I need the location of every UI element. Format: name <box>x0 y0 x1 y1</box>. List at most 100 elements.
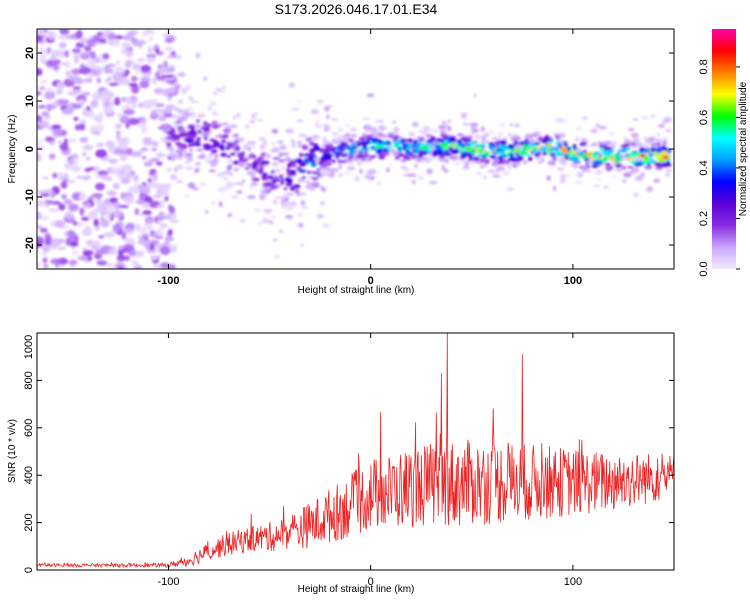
heatmap-cell <box>158 185 167 192</box>
heatmap-cell <box>655 153 662 159</box>
heatmap-cell <box>402 145 407 151</box>
heatmap-cell <box>243 144 248 150</box>
heatmap-cell <box>616 154 621 159</box>
heatmap-cell <box>278 229 284 234</box>
heatmap-cell <box>569 162 579 167</box>
heatmap-cell <box>362 153 369 158</box>
heatmap-cell <box>156 161 163 166</box>
heatmap-cell <box>488 130 494 134</box>
heatmap-cell <box>309 159 315 163</box>
heatmap-cell <box>423 128 432 132</box>
heatmap-cell <box>38 120 50 129</box>
heatmap-cell <box>514 136 522 140</box>
heatmap-cell <box>283 192 291 198</box>
colorbar-tick-label: 0.2 <box>698 211 710 226</box>
heatmap-cell <box>259 194 266 201</box>
heatmap-cell <box>282 153 290 156</box>
heatmap-cell <box>155 71 160 78</box>
heatmap-cell <box>444 139 449 144</box>
heatmap-cell <box>85 157 91 161</box>
heatmap-cell <box>603 156 609 162</box>
heatmap-cell <box>331 117 338 122</box>
heatmap-cell <box>600 153 608 156</box>
heatmap-cell <box>142 155 147 160</box>
heatmap-cell <box>503 137 508 141</box>
heatmap-cell <box>209 101 217 105</box>
heatmap-cell <box>164 46 174 51</box>
heatmap-cell <box>348 152 354 155</box>
heatmap-cell <box>88 71 94 80</box>
heatmap-cell <box>296 119 304 122</box>
heatmap-cell <box>42 61 48 64</box>
heatmap-cell <box>257 222 262 225</box>
heatmap-cell <box>279 145 287 150</box>
heatmap-cell <box>278 174 284 178</box>
heatmap-cell <box>83 201 92 208</box>
heatmap-cell <box>262 173 268 177</box>
heatmap-cell <box>174 121 182 125</box>
heatmap-cell <box>72 220 78 226</box>
heatmap-cell <box>113 223 122 233</box>
heatmap-cell <box>79 207 85 216</box>
heatmap-cell <box>337 159 345 164</box>
heatmap-cell <box>364 150 368 154</box>
heatmap-cell <box>135 67 141 75</box>
snr-y-axis-label: SNR (10 * v/v) <box>7 419 18 483</box>
heatmap-cell <box>280 195 285 201</box>
heatmap-cell <box>73 54 80 64</box>
heatmap-cell <box>542 151 547 156</box>
heatmap-cell <box>204 136 208 141</box>
heatmap-cell <box>111 38 121 47</box>
heatmap-cell <box>650 147 656 153</box>
heatmap-cell <box>72 86 82 90</box>
snr-y-ticks: 0 200 400 600 800 1000 <box>23 332 674 573</box>
heatmap-cell <box>650 114 656 118</box>
heatmap-cell <box>497 149 506 153</box>
heatmap-cell <box>82 151 87 157</box>
heatmap-y-tick-label: 10 <box>24 95 36 107</box>
heatmap-y-ticks: 20 10 0 -10 -20 <box>24 47 674 253</box>
heatmap-cell <box>265 209 271 215</box>
heatmap-cell <box>401 159 407 163</box>
heatmap-cell <box>234 167 239 170</box>
heatmap-cell <box>412 149 416 152</box>
heatmap-cell <box>194 128 200 132</box>
heatmap-cell <box>64 49 69 58</box>
heatmap-cell <box>171 83 177 88</box>
heatmap-y-tick-label: 20 <box>24 47 36 59</box>
heatmap-cell <box>658 123 665 128</box>
colorbar-tick-label: 0.4 <box>698 160 710 175</box>
heatmap-cell <box>39 216 49 220</box>
heatmap-cell <box>587 152 593 157</box>
heatmap-cell <box>297 140 302 145</box>
heatmap-cell <box>271 170 275 173</box>
heatmap-cell <box>244 167 250 170</box>
heatmap-cell <box>37 115 43 123</box>
heatmap-cell <box>68 203 79 212</box>
heatmap-cell <box>345 132 351 136</box>
heatmap-cell <box>152 76 158 85</box>
heatmap-cell <box>506 187 515 191</box>
heatmap-cell <box>631 143 636 146</box>
heatmap-cell <box>84 167 91 173</box>
heatmap-cell <box>260 152 267 157</box>
heatmap-cell <box>560 133 566 138</box>
heatmap-cell <box>287 163 293 168</box>
heatmap-cell <box>500 144 508 149</box>
heatmap-cell <box>39 138 44 143</box>
heatmap-cell <box>527 157 533 162</box>
heatmap-cell <box>488 142 495 146</box>
heatmap-cell <box>193 147 198 151</box>
heatmap-cell <box>559 178 566 184</box>
heatmap-cell <box>179 132 187 137</box>
heatmap-cell <box>196 148 204 152</box>
heatmap-cell <box>119 115 129 124</box>
heatmap-cell <box>90 67 102 77</box>
heatmap-cell <box>86 38 98 47</box>
heatmap-cell <box>152 172 158 182</box>
heatmap-cell <box>106 262 114 269</box>
heatmap-cell <box>628 170 636 174</box>
heatmap-cell <box>383 147 388 152</box>
heatmap-cell <box>125 222 136 229</box>
heatmap-cell <box>579 142 585 147</box>
